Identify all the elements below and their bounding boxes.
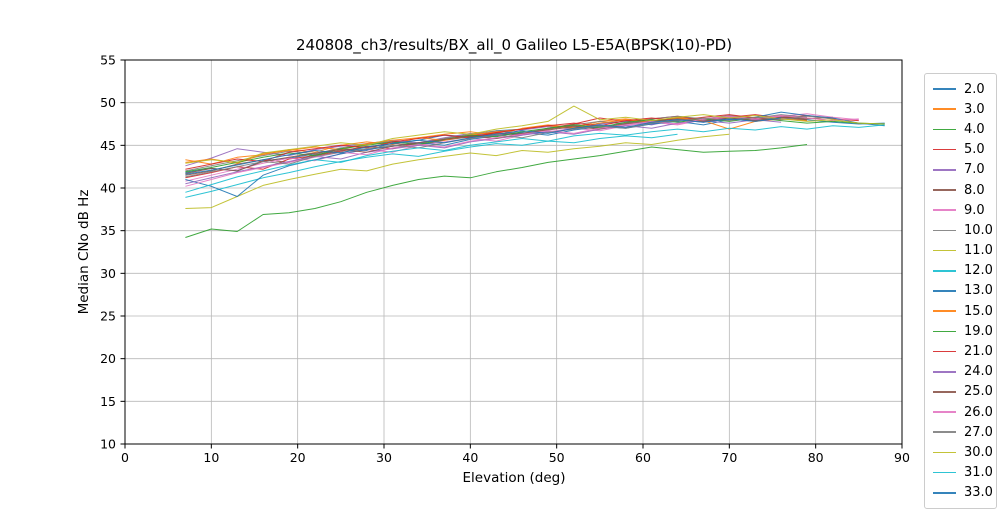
legend-label: 2.0 bbox=[964, 81, 985, 97]
legend-line-swatch bbox=[933, 88, 956, 90]
legend-line-swatch bbox=[933, 108, 956, 111]
legend-line-swatch bbox=[933, 148, 956, 151]
legend-label: 4.0 bbox=[964, 121, 985, 137]
x-tick-label: 90 bbox=[894, 450, 910, 465]
legend-line-swatch bbox=[933, 411, 956, 413]
legend-item: 33.0 bbox=[933, 483, 996, 503]
legend-line-swatch bbox=[933, 290, 956, 292]
legend-label: 3.0 bbox=[964, 101, 985, 117]
legend-label: 7.0 bbox=[964, 162, 985, 178]
legend-line-swatch bbox=[933, 492, 956, 494]
legend-line-swatch bbox=[933, 391, 956, 393]
y-tick-label: 35 bbox=[100, 223, 116, 238]
y-tick-label: 30 bbox=[100, 266, 116, 281]
y-tick-label: 40 bbox=[100, 181, 116, 196]
legend-line-swatch bbox=[933, 431, 956, 434]
legend-item: 21.0 bbox=[933, 341, 996, 361]
x-axis-label: Elevation (deg) bbox=[462, 470, 566, 486]
legend-line-swatch bbox=[933, 370, 956, 373]
legend-label: 33.0 bbox=[964, 485, 993, 501]
axes-spines bbox=[124, 59, 903, 445]
legend-line-swatch bbox=[933, 451, 956, 454]
legend-line-swatch bbox=[933, 310, 956, 312]
series-line-12.0 bbox=[185, 133, 678, 198]
x-tick-label: 0 bbox=[121, 450, 129, 465]
y-tick-label: 50 bbox=[100, 95, 116, 110]
series-line-4.0 bbox=[185, 144, 808, 238]
x-tick-label: 20 bbox=[290, 450, 306, 465]
series-line-9.0 bbox=[185, 113, 859, 182]
x-tick-label: 80 bbox=[808, 450, 824, 465]
legend-item: 27.0 bbox=[933, 422, 996, 442]
legend-item: 7.0 bbox=[933, 160, 996, 180]
legend-item: 4.0 bbox=[933, 119, 996, 139]
legend-line-swatch bbox=[933, 330, 956, 333]
series-line-25.0 bbox=[185, 116, 808, 174]
x-tick-label: 50 bbox=[549, 450, 565, 465]
legend-label: 9.0 bbox=[964, 202, 985, 218]
legend-item: 12.0 bbox=[933, 261, 996, 281]
legend-line-swatch bbox=[933, 269, 956, 272]
legend-item: 26.0 bbox=[933, 402, 996, 422]
legend-item: 9.0 bbox=[933, 200, 996, 220]
y-tick-label: 25 bbox=[100, 309, 116, 324]
legend-label: 13.0 bbox=[964, 283, 993, 299]
legend: 2.0 3.0 4.0 5.0 7.0 8.0 9.0 10.0 11.0 12.0 13.0 15.… bbox=[924, 73, 997, 509]
legend-line-swatch bbox=[933, 229, 956, 232]
legend-label: 10.0 bbox=[964, 222, 993, 238]
series-line-31.0 bbox=[185, 124, 885, 193]
legend-label: 27.0 bbox=[964, 424, 993, 440]
legend-item: 31.0 bbox=[933, 463, 996, 483]
legend-item: 30.0 bbox=[933, 442, 996, 462]
y-tick-label: 10 bbox=[100, 437, 116, 452]
x-tick-label: 30 bbox=[376, 450, 392, 465]
legend-label: 31.0 bbox=[964, 465, 993, 481]
legend-label: 19.0 bbox=[964, 323, 993, 339]
legend-line-swatch bbox=[933, 128, 956, 131]
legend-label: 15.0 bbox=[964, 303, 993, 319]
legend-label: 8.0 bbox=[964, 182, 985, 198]
y-axis-label: Median CNo dB Hz bbox=[76, 189, 92, 315]
legend-item: 25.0 bbox=[933, 382, 996, 402]
legend-item: 15.0 bbox=[933, 301, 996, 321]
legend-label: 26.0 bbox=[964, 404, 993, 420]
legend-item: 10.0 bbox=[933, 220, 996, 240]
legend-line-swatch bbox=[933, 249, 956, 252]
legend-item: 11.0 bbox=[933, 241, 996, 261]
series-line-30.0 bbox=[185, 105, 885, 164]
legend-item: 8.0 bbox=[933, 180, 996, 200]
legend-label: 21.0 bbox=[964, 344, 993, 360]
legend-label: 12.0 bbox=[964, 263, 993, 279]
x-tick-label: 60 bbox=[635, 450, 651, 465]
series-line-33.0 bbox=[185, 117, 782, 175]
y-tick-label: 20 bbox=[100, 351, 116, 366]
x-tick-label: 40 bbox=[462, 450, 478, 465]
chart-title: 240808_ch3/results/BX_all_0 Galileo L5-E… bbox=[295, 36, 733, 54]
y-tick-label: 15 bbox=[100, 394, 116, 409]
legend-line-swatch bbox=[933, 471, 956, 474]
legend-line-swatch bbox=[933, 169, 956, 171]
legend-line-swatch bbox=[933, 189, 956, 191]
legend-line-swatch bbox=[933, 209, 956, 212]
y-tick-label: 45 bbox=[100, 138, 116, 153]
series-line-27.0 bbox=[185, 115, 833, 178]
legend-label: 30.0 bbox=[964, 444, 993, 460]
legend-item: 19.0 bbox=[933, 321, 996, 341]
series-line-11.0 bbox=[185, 133, 730, 209]
legend-line-swatch bbox=[933, 350, 956, 353]
x-tick-label: 10 bbox=[203, 450, 219, 465]
legend-item: 24.0 bbox=[933, 362, 996, 382]
legend-label: 5.0 bbox=[964, 142, 985, 158]
series-line-5.0 bbox=[185, 114, 859, 179]
legend-item: 2.0 bbox=[933, 79, 996, 99]
legend-label: 11.0 bbox=[964, 243, 993, 259]
x-tick-label: 70 bbox=[721, 450, 737, 465]
legend-label: 24.0 bbox=[964, 364, 993, 380]
y-tick-label: 55 bbox=[100, 53, 116, 68]
legend-item: 3.0 bbox=[933, 99, 996, 119]
legend-label: 25.0 bbox=[964, 384, 993, 400]
legend-item: 5.0 bbox=[933, 140, 996, 160]
legend-item: 13.0 bbox=[933, 281, 996, 301]
